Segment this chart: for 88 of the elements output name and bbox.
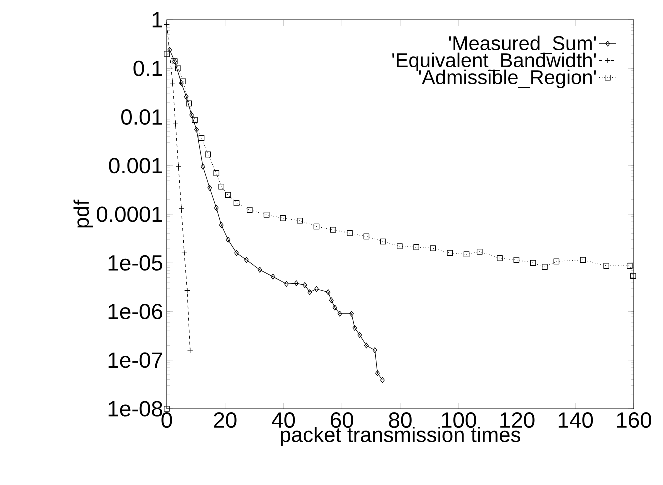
point [302,282,308,288]
y-tick-label: 0.0001 [97,206,162,222]
point [380,238,386,245]
point [205,152,212,158]
point [580,257,586,264]
point [225,192,232,198]
point [208,185,212,191]
point [314,224,320,230]
point [198,135,205,142]
y-tick-label: 0.01 [122,109,162,126]
point [514,257,520,264]
point [330,227,336,233]
x-axis-title: packet transmission times [281,426,520,447]
x-tick-label: 120 [500,412,535,428]
x-tick-label: 100 [442,412,476,428]
point [190,112,194,118]
x-tick-label: 40 [272,412,296,428]
y-tick-label: 1 [152,12,162,28]
point [530,260,536,266]
point [219,222,224,228]
point [226,237,231,243]
point [308,290,312,296]
y-tick-label: 0.1 [134,60,162,76]
point [270,274,276,280]
x-tick-label: 20 [214,412,237,428]
point [350,311,354,317]
x-tick-label: 80 [389,412,412,428]
point [258,267,262,273]
point [184,94,189,100]
point [554,258,560,265]
point [476,249,483,255]
point [280,216,286,222]
point [234,250,240,256]
point [430,246,436,252]
point [375,370,380,376]
point [326,290,331,296]
point [246,207,253,214]
point [414,244,420,250]
point [329,298,334,304]
y-tick-label: 1e-08 [108,401,162,417]
point [180,78,186,85]
point [542,264,548,270]
y-tick-label: 0.001 [109,158,162,174]
y-tick-label: 1e-07 [108,352,162,368]
point [497,256,503,262]
point [284,281,289,288]
point [218,184,224,190]
point [338,311,342,317]
point [164,406,170,412]
x-tick-label: 140 [558,412,594,428]
point [168,47,172,54]
point [352,325,358,332]
point [179,80,184,86]
point [332,305,338,311]
point [194,126,200,133]
y-tick-label: 1e-05 [108,255,163,271]
point [175,66,182,72]
point [234,200,240,206]
y-tick-label: 1e-06 [108,304,162,320]
point [297,218,303,224]
x-tick-label: 0 [162,412,172,428]
point [630,273,636,280]
point [264,212,270,218]
point [358,332,362,338]
point [244,257,249,264]
point [464,252,470,258]
y-axis-title: pdf [74,200,94,228]
point [200,164,206,170]
x-tick-label: 160 [617,412,652,428]
point [214,170,220,176]
point [604,263,610,269]
point [364,234,370,240]
point [364,342,369,349]
point [372,348,378,354]
point [186,100,192,107]
point [397,244,403,250]
legend-label: 'Admissible_Region' [419,70,596,89]
point [627,263,633,269]
legend-label: 'Measured_Sum' [449,36,596,54]
point [314,286,319,292]
point [192,117,198,124]
x-tick-label: 60 [331,412,354,428]
legend-label: 'Equivalent_Bandwidth' [392,52,596,72]
point [294,280,299,286]
point [214,205,219,212]
point [164,51,170,57]
point [447,250,454,256]
point [347,230,353,236]
